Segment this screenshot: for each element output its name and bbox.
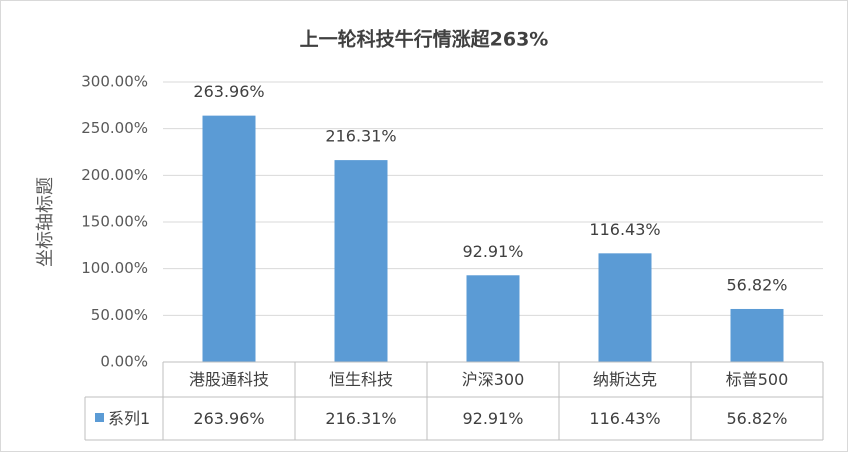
data-label: 92.91% [462,242,523,261]
y-tick-label: 100.00% [81,259,148,277]
table-value: 92.91% [462,409,523,428]
legend-label: 系列1 [108,409,150,428]
y-tick-label: 50.00% [91,306,148,324]
bar [730,308,784,362]
bar [598,253,652,362]
legend-key [95,413,104,422]
y-axis-title: 坐标轴标题 [35,177,56,267]
y-tick-label: 150.00% [81,213,148,231]
x-tick-label: 纳斯达克 [593,370,657,389]
x-tick-label: 港股通科技 [189,370,269,389]
data-label: 263.96% [193,82,264,101]
x-tick-label: 恒生科技 [329,370,393,389]
table-value: 116.43% [589,409,660,428]
data-label: 116.43% [589,220,660,239]
x-tick-label: 标普500 [726,370,789,389]
y-tick-label: 200.00% [81,166,148,184]
bar [466,275,520,362]
table-value: 263.96% [193,409,264,428]
data-label: 56.82% [726,275,787,294]
bar [334,160,388,362]
chart-title: 上一轮科技牛行情涨超263% [300,28,549,51]
y-tick-label: 0.00% [100,353,148,371]
y-tick-label: 250.00% [81,119,148,137]
data-label: 216.31% [325,127,396,146]
table-value: 216.31% [325,409,396,428]
y-tick-label: 300.00% [81,73,148,91]
bar [202,115,256,363]
x-tick-label: 沪深300 [462,370,525,389]
table-value: 56.82% [726,409,787,428]
